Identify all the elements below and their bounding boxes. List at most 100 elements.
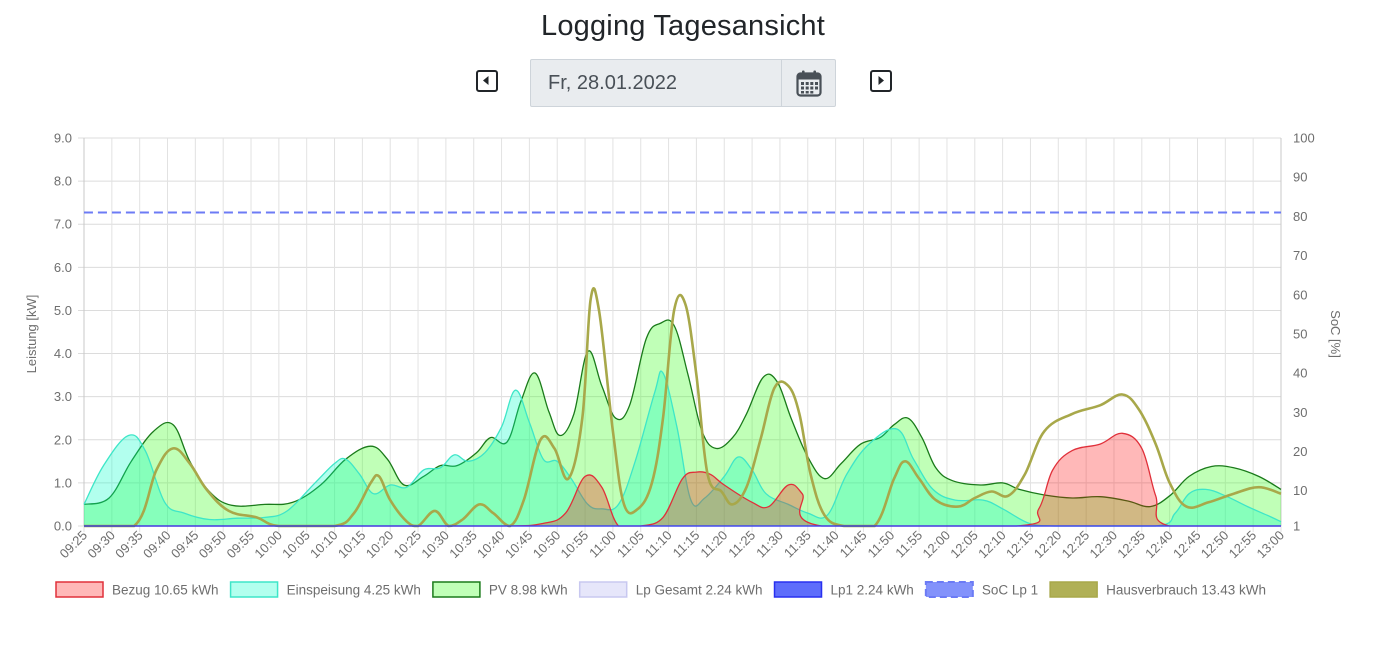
y-tick-label: 7.0 [54,217,72,232]
y-tick-label: 1.0 [54,475,72,490]
legend-item[interactable]: Hausverbrauch 13.43 kWh [1049,581,1266,598]
x-tick-label: 10:45 [502,528,536,562]
y-tick-label: 4.0 [54,346,72,361]
x-tick-label: 09:55 [224,528,258,562]
legend-label: PV 8.98 kWh [489,583,568,598]
legend-item[interactable]: Lp Gesamt 2.24 kWh [578,581,763,598]
legend-swatch [229,581,279,598]
right-axis-ticks: 1 10 20 30 40 50 60 70 80 90 100 [1293,131,1315,534]
page-title: Logging Tagesansicht [540,10,826,42]
y2-tick-label: 40 [1293,366,1307,381]
y-tick-label: 2.0 [54,432,72,447]
y2-tick-label: 1 [1293,519,1300,534]
x-tick-label: 11:35 [781,528,814,561]
x-tick-label: 13:00 [1254,528,1288,562]
x-tick-label: 10:05 [279,528,313,562]
legend-item[interactable]: Lp1 2.24 kWh [773,581,914,598]
x-tick-label: 10:50 [530,528,564,562]
x-tick-label: 12:40 [1142,528,1176,562]
x-tick-label: 11:45 [837,528,870,561]
previous-day-button[interactable] [476,70,498,92]
y-tick-label: 3.0 [54,389,72,404]
y2-tick-label: 30 [1293,405,1307,420]
x-tick-label: 12:05 [947,528,981,562]
legend-label: Bezug 10.65 kWh [112,583,219,598]
x-tick-label: 12:30 [1086,528,1120,562]
y-tick-label: 0.0 [54,519,72,534]
x-tick-label: 12:55 [1226,528,1260,562]
x-tick-label: 12:20 [1031,528,1065,562]
left-axis-label: Leistung [kW] [24,295,39,374]
legend-item[interactable]: Bezug 10.65 kWh [55,581,219,598]
y2-tick-label: 20 [1293,444,1307,459]
x-tick-label: 11:00 [586,528,619,561]
legend-label: Lp Gesamt 2.24 kWh [636,583,763,598]
x-tick-label: 12:15 [1003,528,1037,562]
x-tick-label: 09:30 [84,528,118,562]
x-axis-ticks: 09:2509:3009:3509:4009:4509:5009:5510:00… [57,528,1288,562]
legend-swatch [773,581,823,598]
y2-tick-label: 70 [1293,248,1307,263]
power-log-chart: 0.0 1.0 2.0 3.0 4.0 5.0 6.0 7.0 8.0 9.0 1 10 20 30 40… [24,131,1343,598]
x-tick-label: 12:10 [975,528,1009,562]
series-pv-area [84,320,1281,526]
chart-series [83,211,1282,528]
series-bezug-line [84,432,1281,527]
caret-left-square-icon [483,76,489,85]
date-picker [530,59,836,107]
y2-tick-label: 10 [1293,483,1307,498]
legend-label: SoC Lp 1 [982,583,1038,598]
x-tick-label: 12:50 [1198,528,1232,562]
x-tick-label: 10:20 [363,528,397,562]
x-tick-label: 09:35 [112,528,146,562]
legend-label: Hausverbrauch 13.43 kWh [1106,583,1266,598]
chart-legend: Bezug 10.65 kWh Einspeisung 4.25 kWh PV 8.… [55,581,1266,598]
x-tick-label: 10:10 [307,528,341,562]
calendar-button[interactable] [781,60,836,106]
series-einspeisung-area [84,371,1281,526]
y-tick-label: 8.0 [54,174,72,189]
x-tick-label: 11:20 [697,528,730,561]
x-tick-label: 10:35 [446,528,480,562]
y-tick-label: 5.0 [54,303,72,318]
right-axis-label: SoC [%] [1328,310,1343,358]
x-tick-label: 11:15 [670,528,703,561]
x-tick-label: 11:40 [809,528,842,561]
x-tick-label: 10:15 [335,528,369,562]
x-tick-label: 12:00 [919,528,953,562]
legend-label: Einspeisung 4.25 kWh [287,583,421,598]
date-input[interactable] [531,60,781,106]
x-tick-label: 12:35 [1114,528,1148,562]
series-pv-line [83,319,1282,508]
series-einspeisung-line [83,370,1282,527]
chart-grid [78,137,1282,532]
x-tick-label: 10:30 [418,528,452,562]
x-tick-label: 10:25 [391,528,425,562]
legend-swatch [924,581,974,598]
legend-label: Lp1 2.24 kWh [831,583,914,598]
legend-swatch [578,581,628,598]
legend-swatch [55,581,104,598]
y2-tick-label: 100 [1293,131,1315,146]
x-tick-label: 09:40 [140,528,174,562]
y-tick-label: 9.0 [54,131,72,146]
legend-item[interactable]: PV 8.98 kWh [432,581,568,598]
legend-swatch [1049,581,1098,598]
caret-right-square-icon [878,76,884,85]
x-tick-label: 12:45 [1170,528,1204,562]
series-hausverbrauch-line [84,287,1282,528]
y2-tick-label: 50 [1293,326,1307,341]
legend-item[interactable]: Einspeisung 4.25 kWh [229,581,421,598]
x-tick-label: 12:25 [1059,528,1093,562]
legend-item[interactable]: SoC Lp 1 [924,581,1038,598]
x-tick-label: 11:30 [753,528,786,561]
x-tick-label: 10:40 [474,528,508,562]
x-tick-label: 11:25 [725,528,758,561]
left-axis-ticks: 0.0 1.0 2.0 3.0 4.0 5.0 6.0 7.0 8.0 9.0 [54,131,72,534]
x-tick-label: 11:05 [614,528,647,561]
x-tick-label: 11:50 [864,528,897,561]
x-tick-label: 11:55 [892,528,925,561]
next-day-button[interactable] [870,70,892,92]
x-tick-label: 09:45 [168,528,202,562]
y2-tick-label: 60 [1293,287,1307,302]
